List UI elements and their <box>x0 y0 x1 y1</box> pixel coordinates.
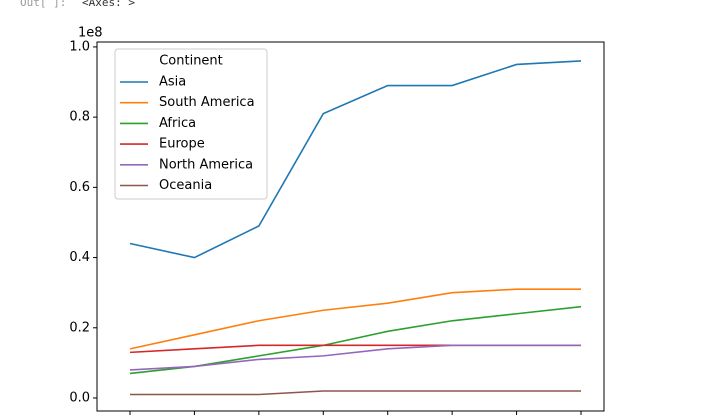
legend-label: Europe <box>159 137 205 152</box>
legend-label: North America <box>159 157 253 172</box>
output-text: <Axes: > <box>82 0 135 9</box>
y-tick-label: 0.6 <box>69 180 90 195</box>
series-line <box>129 344 581 371</box>
legend-label: Asia <box>159 75 186 90</box>
legend-label: South America <box>159 95 255 110</box>
legend-label: Oceania <box>159 178 212 193</box>
series-line <box>129 60 582 259</box>
legend-box <box>114 48 268 200</box>
y-tick-label: 0.0 <box>69 391 90 406</box>
offset-text: 1e8 <box>78 26 103 41</box>
legend-label: Africa <box>159 116 196 131</box>
y-tick-label: 1.0 <box>69 39 90 54</box>
y-tick-label: 0.4 <box>69 250 90 265</box>
legend-title: Continent <box>159 54 223 69</box>
y-tick-label: 0.8 <box>69 110 90 125</box>
series-line <box>129 288 581 350</box>
out-prompt: Out[ ]: <box>20 0 66 9</box>
series-line <box>130 390 581 396</box>
y-tick-label: 0.2 <box>69 320 90 335</box>
